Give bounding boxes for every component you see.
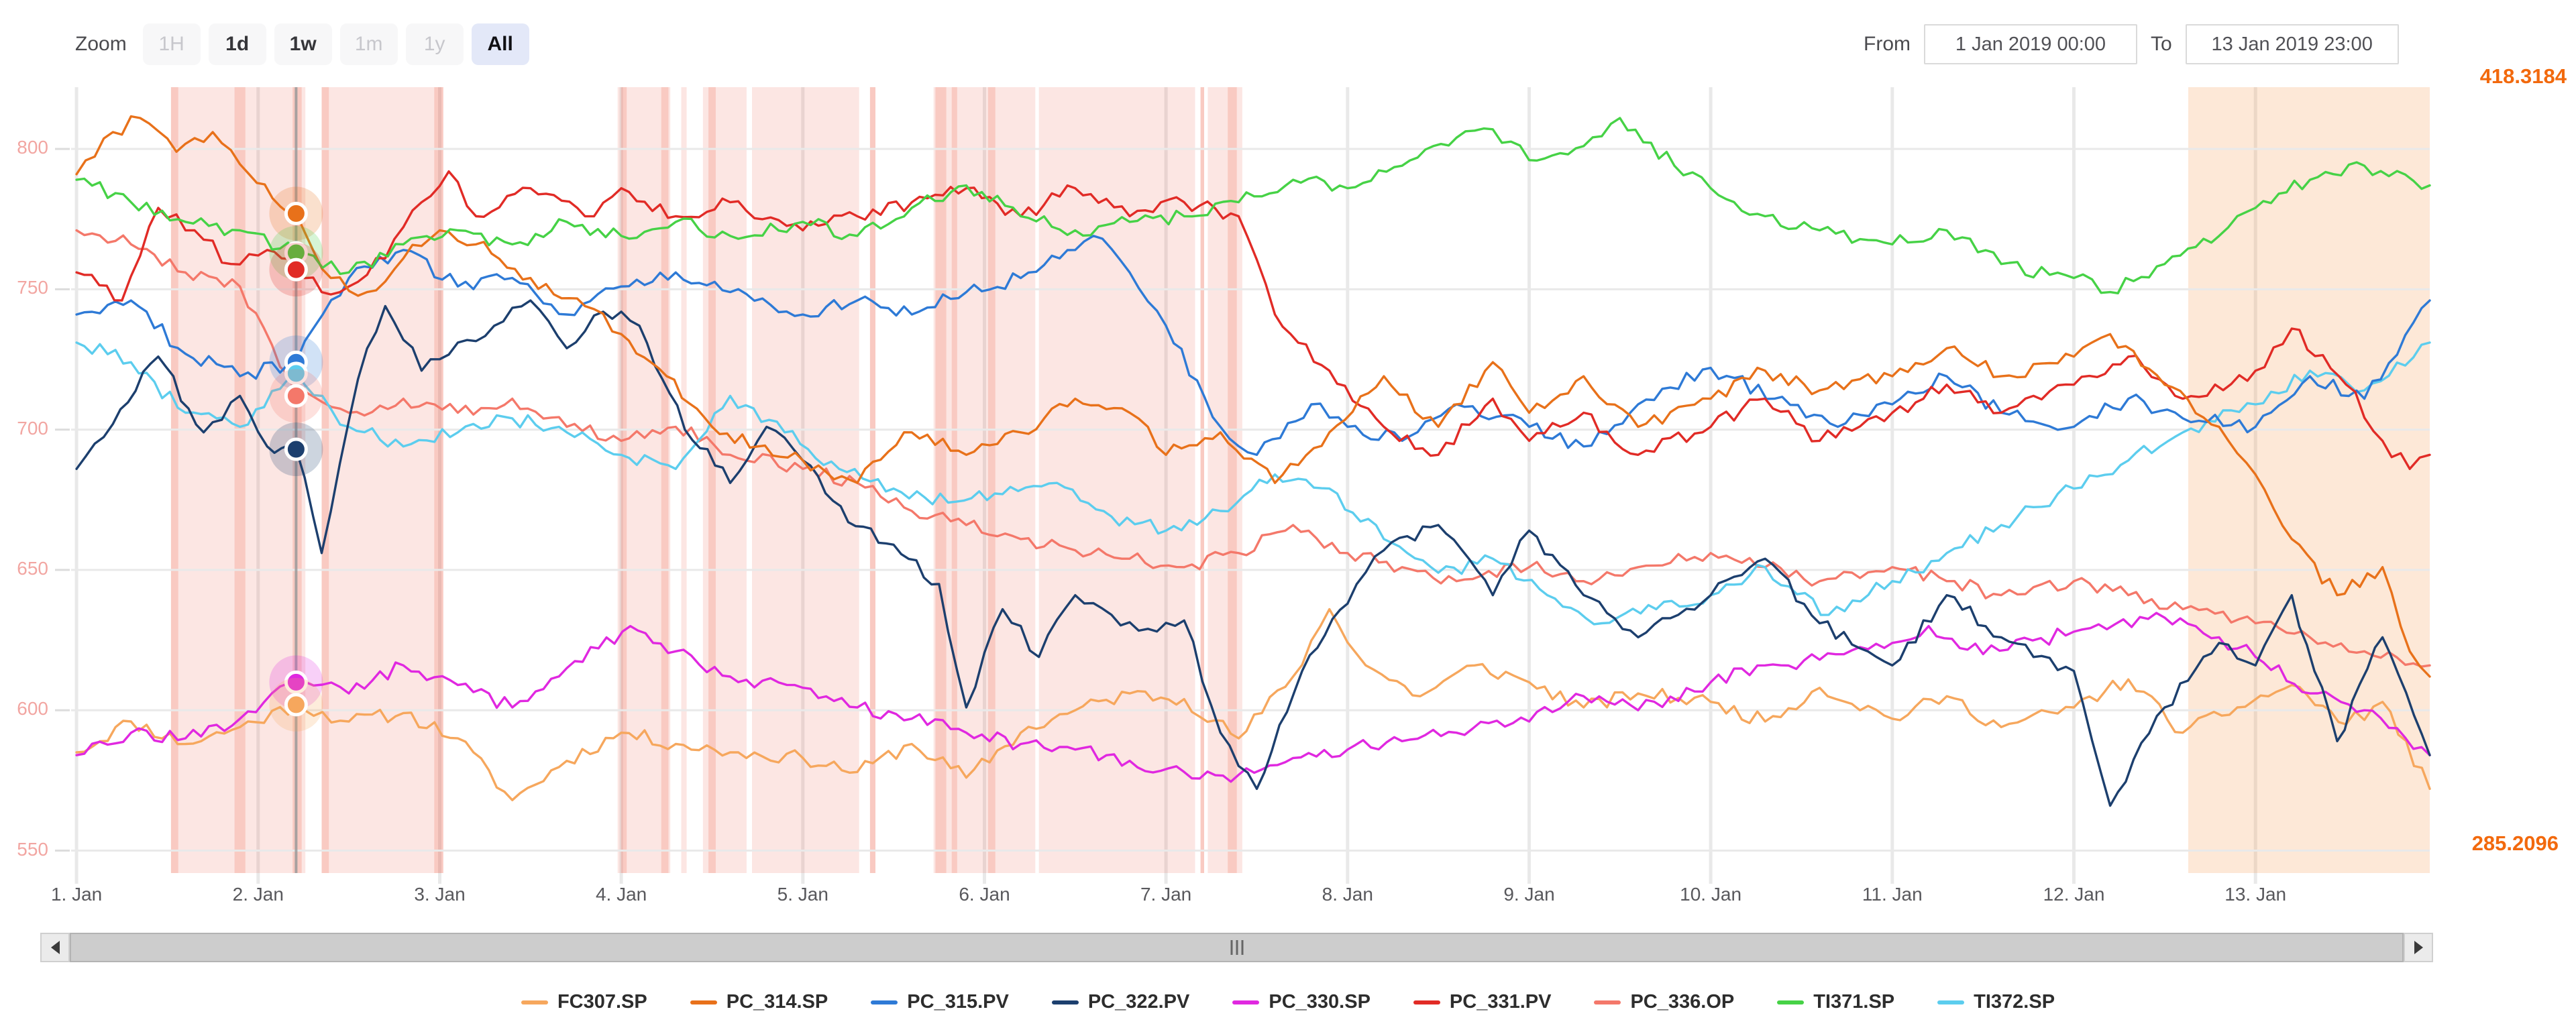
legend-item-pc_336.op[interactable]: PC_336.OP — [1594, 991, 1734, 1013]
legend-item-pc_330.sp[interactable]: PC_330.SP — [1232, 991, 1371, 1013]
scrollbar-thumb[interactable] — [70, 933, 2404, 962]
scrollbar-left-arrow-icon — [50, 941, 60, 954]
zoom-button-1w[interactable]: 1w — [274, 23, 332, 65]
legend-label: FC307.SP — [557, 991, 647, 1013]
legend-label: PC_330.SP — [1269, 991, 1371, 1013]
x-axis-label: 9. Jan — [1503, 884, 1555, 905]
legend-marker-icon — [1232, 1000, 1260, 1004]
x-axis-label: 6. Jan — [959, 884, 1010, 905]
x-axis-label: 4. Jan — [595, 884, 647, 905]
legend-item-pc_322.pv[interactable]: PC_322.PV — [1051, 991, 1190, 1013]
series-line-PC_330.SP — [75, 612, 2431, 783]
zoom-button-group: 1H 1d 1w 1m 1y All — [142, 23, 529, 65]
y-axis-label: 800 — [17, 137, 48, 158]
zoom-button-1h[interactable]: 1H — [142, 23, 201, 65]
x-axis-label: 3. Jan — [414, 884, 466, 905]
x-axis-label: 11. Jan — [1862, 884, 1923, 905]
zoom-button-1m[interactable]: 1m — [339, 23, 398, 65]
x-axis-label: 12. Jan — [2043, 884, 2105, 905]
to-date-input[interactable] — [2185, 24, 2399, 64]
legend-marker-icon — [871, 1000, 898, 1004]
x-axis-label: 5. Jan — [777, 884, 828, 905]
legend-item-pc_314.sp[interactable]: PC_314.SP — [690, 991, 828, 1013]
legend-item-pc_331.pv[interactable]: PC_331.PV — [1413, 991, 1552, 1013]
x-axis-label: 7. Jan — [1140, 884, 1192, 905]
crosshair — [294, 87, 298, 873]
scrollbar-right-arrow-icon — [2414, 941, 2423, 954]
secondary-axis-min-label: 285.2096 — [2471, 831, 2559, 855]
hover-markers — [269, 186, 323, 732]
chart-scrollbar[interactable] — [40, 933, 2433, 962]
legend-label: PC_322.PV — [1087, 991, 1190, 1013]
zoom-toolbar: Zoom 1H 1d 1w 1m 1y All — [75, 23, 529, 66]
legend-marker-icon — [1937, 1000, 1965, 1004]
scrollbar-left-button[interactable] — [40, 933, 70, 962]
scrollbar-right-button[interactable] — [2404, 933, 2433, 962]
legend-item-pc_315.pv[interactable]: PC_315.PV — [871, 991, 1009, 1013]
series-line-PC_314.SP — [75, 115, 2431, 678]
legend-marker-icon — [1777, 1000, 1805, 1004]
hover-marker-PC_331.PV — [284, 257, 308, 282]
to-label: To — [2151, 33, 2172, 55]
y-axis-label: 650 — [17, 557, 48, 579]
x-axis-label: 8. Jan — [1322, 884, 1373, 905]
legend-item-ti371.sp[interactable]: TI371.SP — [1777, 991, 1894, 1013]
plot-bands — [170, 87, 2430, 873]
zoom-button-1d[interactable]: 1d — [208, 23, 266, 65]
series-line-PC_331.PV — [75, 170, 2431, 470]
series-line-TI372.SP — [75, 341, 2431, 626]
hover-marker-PC_336.OP — [284, 384, 308, 408]
legend-label: PC_331.PV — [1449, 991, 1552, 1013]
x-axis-label: 1. Jan — [50, 884, 103, 905]
hover-marker-PC_322.PV — [284, 437, 308, 461]
zoom-label: Zoom — [75, 33, 127, 55]
legend-item-fc307.sp[interactable]: FC307.SP — [521, 991, 647, 1013]
y-axis-label: 600 — [17, 698, 48, 720]
series-lines — [75, 115, 2431, 807]
series-line-PC_336.OP — [75, 229, 2431, 668]
hover-marker-PC_330.SP — [284, 670, 308, 694]
x-axis-label: 10. Jan — [1680, 884, 1742, 905]
range-selector: From To — [1864, 23, 2399, 66]
series-line-TI371.SP — [75, 117, 2431, 294]
y-axis-label: 750 — [17, 277, 48, 298]
series-line-PC_322.PV — [75, 299, 2431, 807]
hover-marker-TI372.SP — [284, 361, 308, 386]
zoom-button-all[interactable]: All — [471, 23, 529, 65]
x-axis-label: 2. Jan — [232, 884, 284, 905]
legend-item-ti372.sp[interactable]: TI372.SP — [1937, 991, 2055, 1013]
legend-marker-icon — [1413, 1000, 1440, 1004]
legend-marker-icon — [521, 1000, 548, 1004]
legend-marker-icon — [1051, 1000, 1079, 1004]
horizontal-gridlines — [55, 148, 2430, 852]
legend-label: PC_314.SP — [726, 991, 828, 1013]
chart-legend: FC307.SP PC_314.SP PC_315.PV PC_322.PV PC_33… — [0, 991, 2576, 1013]
legend-marker-icon — [690, 1000, 717, 1004]
from-date-input[interactable] — [1924, 24, 2137, 64]
hover-marker-PC_314.SP — [284, 201, 308, 225]
zoom-button-1y[interactable]: 1y — [405, 23, 464, 65]
legend-label: PC_315.PV — [907, 991, 1009, 1013]
y-axis-label: 700 — [17, 417, 48, 439]
legend-label: TI371.SP — [1813, 991, 1895, 1013]
vertical-gridlines — [74, 87, 2257, 884]
secondary-axis-max-label: 418.3184 — [2479, 64, 2567, 88]
x-axis-label: 13. Jan — [2224, 884, 2287, 905]
scrollbar-grip-icon — [1230, 940, 1243, 955]
series-line-FC307.SP — [75, 608, 2431, 801]
y-axis-label: 550 — [17, 838, 48, 860]
hover-marker-FC307.SP — [284, 693, 308, 717]
legend-label: TI372.SP — [1974, 991, 2055, 1013]
legend-label: PC_336.OP — [1630, 991, 1735, 1013]
from-label: From — [1864, 33, 1911, 55]
series-line-PC_315.PV — [75, 235, 2431, 456]
legend-marker-icon — [1594, 1000, 1621, 1004]
